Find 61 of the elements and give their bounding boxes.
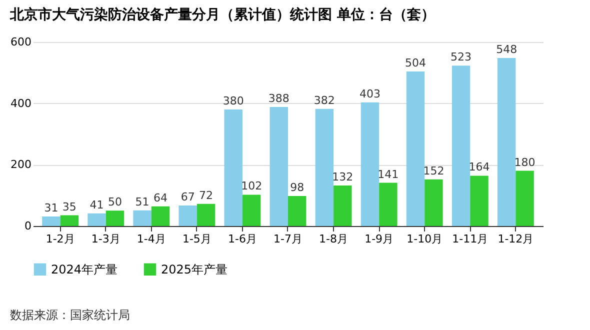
bar [516, 170, 534, 226]
data-label: 64 [154, 191, 168, 204]
bar [288, 196, 306, 226]
data-label: 388 [268, 92, 290, 106]
data-label: 548 [496, 42, 518, 56]
data-label: 67 [180, 190, 195, 204]
x-tick-label: 1-9月 [364, 232, 394, 246]
bar [151, 206, 170, 226]
data-label: 102 [241, 180, 262, 193]
data-label: 98 [290, 180, 304, 194]
bar [334, 186, 352, 226]
bar [42, 216, 60, 226]
legend-label: 2025年产量 [161, 262, 228, 276]
x-tick-label: 1-10月 [406, 232, 443, 246]
bar [424, 179, 443, 226]
bar [497, 58, 516, 226]
x-tick-label: 1-7月 [274, 232, 302, 246]
data-label: 72 [199, 188, 214, 202]
bar [470, 176, 488, 226]
x-tick-label: 1-5月 [182, 232, 212, 246]
bar [315, 108, 334, 226]
data-label: 50 [108, 196, 122, 209]
bar [224, 109, 242, 226]
data-label: 164 [468, 160, 490, 174]
data-label: 31 [44, 201, 58, 214]
y-tick-label: 400 [10, 96, 32, 110]
bar [270, 107, 288, 226]
data-label: 382 [314, 94, 335, 107]
data-label: 523 [450, 50, 472, 64]
x-tick-label: 1-2月 [46, 232, 75, 246]
y-tick-label: 200 [10, 158, 32, 172]
bar [452, 66, 470, 226]
bar [360, 102, 380, 226]
bar [60, 215, 79, 226]
y-tick-label: 600 [10, 36, 32, 48]
legend-label: 2024年产量 [51, 262, 118, 276]
bar [196, 204, 216, 226]
data-label: 180 [514, 156, 536, 169]
chart-title: 北京市大气污染防治设备产量分月（累计值）统计图 单位：台（套） [9, 6, 435, 23]
x-tick-label: 1-6月 [228, 232, 257, 246]
data-label: 41 [90, 198, 104, 212]
bar [178, 205, 197, 226]
bar [88, 213, 106, 226]
bar [133, 210, 152, 226]
data-label: 504 [405, 56, 426, 70]
bar [242, 194, 261, 226]
bar [379, 182, 398, 226]
x-tick-label: 1-11月 [452, 232, 488, 246]
x-tick-label: 1-8月 [319, 232, 348, 246]
x-tick-label: 1-3月 [91, 232, 120, 246]
bar [106, 210, 124, 226]
x-tick-label: 1-4月 [136, 232, 166, 246]
source-note: 数据来源：国家统计局 [10, 307, 130, 324]
x-tick-label: 1-12月 [498, 232, 534, 246]
data-label: 380 [222, 94, 244, 108]
y-tick-label: 0 [24, 220, 32, 232]
data-label: 51 [135, 195, 150, 208]
data-label: 403 [359, 87, 380, 100]
data-label: 152 [423, 164, 444, 178]
bar [406, 71, 425, 226]
data-label: 35 [62, 200, 76, 214]
